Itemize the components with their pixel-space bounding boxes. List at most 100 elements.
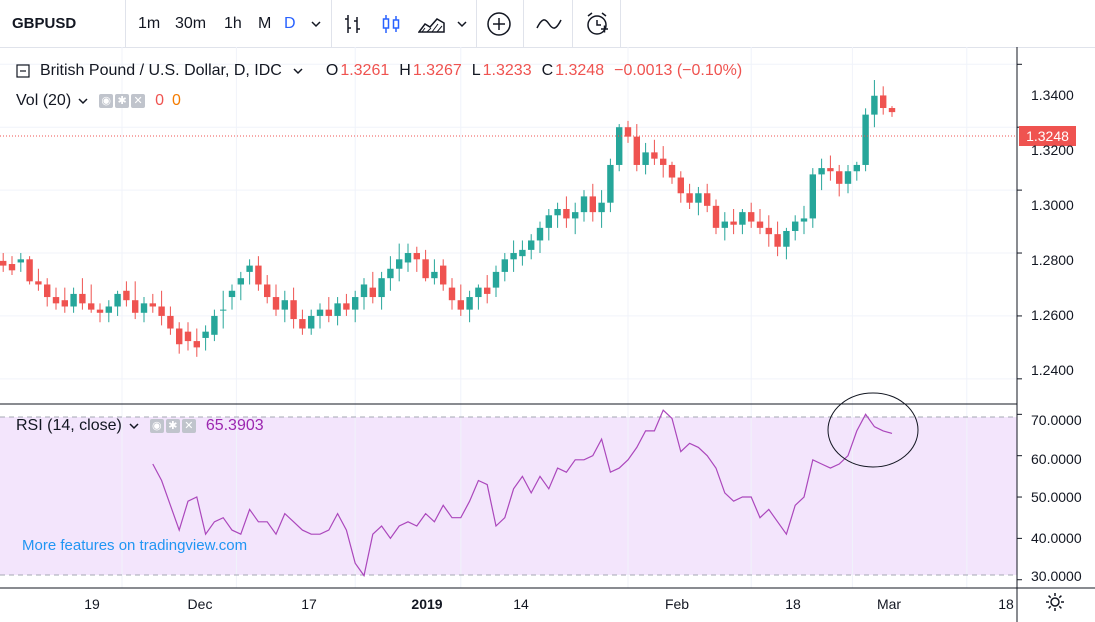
candle-body bbox=[475, 287, 482, 298]
candle-body bbox=[281, 300, 288, 310]
candle-body bbox=[607, 164, 614, 203]
candle-body bbox=[563, 208, 570, 219]
candle-body bbox=[140, 303, 148, 313]
interval-label[interactable]: 30m bbox=[175, 14, 207, 32]
candle-body bbox=[624, 127, 632, 137]
rsi-tick-label: 60.0000 bbox=[1031, 451, 1082, 467]
chevron-down-icon[interactable] bbox=[77, 95, 89, 107]
candle-body bbox=[378, 278, 385, 298]
bar-chart-icon[interactable] bbox=[343, 0, 363, 47]
bar-chart-icon[interactable] bbox=[343, 13, 363, 35]
add-compare-icon[interactable] bbox=[486, 11, 512, 37]
rsi-band-fill bbox=[0, 417, 1017, 575]
series-name[interactable]: British Pound / U.S. Dollar, D, IDC bbox=[40, 62, 282, 79]
candle-body bbox=[255, 265, 262, 285]
chevron-down-icon[interactable] bbox=[310, 18, 322, 30]
candles-icon[interactable] bbox=[381, 13, 401, 35]
candle-body bbox=[369, 287, 376, 298]
candle-body bbox=[827, 168, 834, 172]
close-icon[interactable]: ✕ bbox=[181, 419, 196, 433]
time-tick-label: 18 bbox=[998, 596, 1014, 612]
ohlc-close-value: 1.3248 bbox=[555, 62, 605, 79]
candle-body bbox=[844, 171, 852, 184]
ohlc-high-label: H bbox=[399, 62, 411, 79]
interval-1m[interactable]: 1m bbox=[138, 0, 160, 47]
interval-label[interactable]: 1m bbox=[138, 14, 161, 32]
volume-value: 0 bbox=[155, 92, 165, 109]
candle-body bbox=[774, 234, 781, 247]
price-tick-label: 1.3400 bbox=[1031, 87, 1074, 103]
time-tick-label: Dec bbox=[187, 596, 213, 612]
interval-label[interactable]: M bbox=[258, 14, 272, 32]
indicators-icon[interactable] bbox=[535, 16, 563, 32]
candle-body bbox=[572, 212, 579, 219]
ohlc-low-label: L bbox=[471, 62, 481, 79]
eye-icon[interactable]: ◉ bbox=[99, 94, 114, 108]
last-price-label: 1.3248 bbox=[1019, 126, 1076, 146]
add-compare-icon[interactable] bbox=[486, 0, 512, 47]
chevron-down-icon[interactable] bbox=[456, 18, 468, 30]
time-tick-label: 14 bbox=[513, 596, 529, 612]
candlestick-series bbox=[0, 80, 896, 357]
candle-body bbox=[17, 259, 24, 263]
candle-body bbox=[492, 271, 500, 288]
price-tick-label: 1.3200 bbox=[1031, 142, 1074, 158]
gear-icon[interactable]: ✱ bbox=[165, 419, 180, 433]
chevron-down-icon[interactable] bbox=[292, 65, 304, 77]
eye-icon[interactable]: ◉ bbox=[149, 419, 164, 433]
candle-body bbox=[325, 309, 332, 316]
candle-body bbox=[35, 281, 42, 285]
candle-body bbox=[739, 212, 746, 225]
candle-body bbox=[343, 303, 350, 310]
candle-body bbox=[228, 290, 236, 298]
rsi-tick-label: 70.0000 bbox=[1031, 412, 1082, 428]
ohlc-open-label: O bbox=[325, 62, 339, 79]
interval-label[interactable]: 1h bbox=[224, 14, 242, 32]
interval-d[interactable]: D bbox=[284, 0, 296, 47]
watermark-link[interactable]: More features on tradingview.com bbox=[22, 537, 248, 554]
indicators-icon[interactable] bbox=[535, 0, 563, 47]
candle-body bbox=[871, 95, 878, 115]
collapse-icon[interactable] bbox=[16, 64, 30, 78]
candles-icon[interactable] bbox=[381, 0, 401, 47]
candle-body bbox=[290, 300, 297, 320]
candle-body bbox=[853, 164, 860, 172]
alert-icon[interactable] bbox=[584, 0, 610, 47]
rsi-tick-label: 30.0000 bbox=[1031, 568, 1082, 584]
chevron-down-icon[interactable] bbox=[456, 0, 468, 47]
time-tick-label: 17 bbox=[301, 596, 317, 612]
candle-body bbox=[0, 260, 7, 266]
candle-body bbox=[176, 328, 183, 345]
volume-label[interactable]: Vol (20) bbox=[16, 92, 72, 109]
symbol-search[interactable]: GBPUSD bbox=[12, 0, 76, 47]
symbol-label[interactable]: GBPUSD bbox=[12, 15, 77, 32]
area-chart-icon[interactable] bbox=[418, 0, 446, 47]
chevron-down-icon[interactable] bbox=[310, 0, 322, 47]
candle-body bbox=[61, 300, 68, 307]
ohlc-open-value: 1.3261 bbox=[340, 62, 390, 79]
area-chart-icon[interactable] bbox=[418, 14, 446, 34]
candle-body bbox=[299, 319, 306, 329]
rsi-label[interactable]: RSI (14, close) bbox=[16, 417, 122, 434]
interval-m[interactable]: M bbox=[258, 0, 271, 47]
alert-icon[interactable] bbox=[584, 11, 610, 37]
candle-body bbox=[316, 309, 324, 316]
candle-body bbox=[660, 158, 667, 165]
rsi-tick-label: 50.0000 bbox=[1031, 489, 1082, 505]
gear-icon[interactable]: ✱ bbox=[115, 94, 130, 108]
price-tick-label: 1.3000 bbox=[1031, 197, 1074, 213]
interval-1h[interactable]: 1h bbox=[224, 0, 242, 47]
interval-label[interactable]: D bbox=[284, 14, 296, 32]
candle-body bbox=[642, 152, 649, 165]
main-legend: British Pound / U.S. Dollar, D, IDC O 1.3… bbox=[16, 62, 744, 80]
close-icon[interactable]: ✕ bbox=[131, 94, 146, 108]
annotation-ellipse[interactable] bbox=[827, 392, 919, 468]
interval-30m[interactable]: 30m bbox=[175, 0, 206, 47]
change-value: −0.0013 (−0.10%) bbox=[614, 62, 743, 79]
gear-icon[interactable] bbox=[1045, 592, 1065, 612]
candle-body bbox=[686, 193, 693, 203]
divider bbox=[476, 0, 477, 47]
chevron-down-icon[interactable] bbox=[128, 420, 140, 432]
rsi-tick-label: 40.0000 bbox=[1031, 530, 1082, 546]
